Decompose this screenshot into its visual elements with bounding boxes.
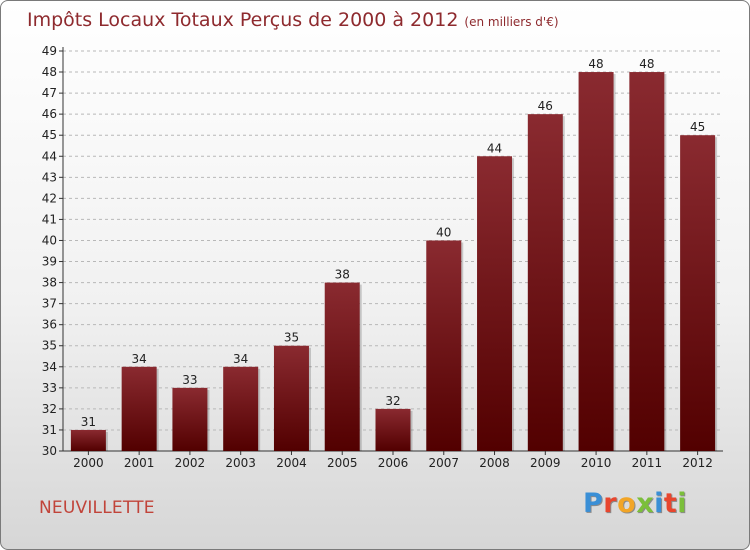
x-tick-label-2001: 2001 xyxy=(124,456,155,470)
proxiti-logo: Proxiti xyxy=(583,488,687,519)
axes xyxy=(62,47,723,452)
y-tick-label: 47 xyxy=(42,86,57,100)
bar-2002 xyxy=(172,387,208,451)
x-tick-label-2000: 2000 xyxy=(73,456,104,470)
y-tick-label: 49 xyxy=(42,44,57,58)
y-tick-label: 39 xyxy=(42,255,57,269)
brand-letter: i xyxy=(677,488,688,519)
y-tick-label: 43 xyxy=(42,170,57,184)
y-tick-label: 38 xyxy=(42,276,57,290)
y-tick-label: 45 xyxy=(42,128,57,142)
y-tick-label: 40 xyxy=(42,233,57,247)
data-label-2003: 34 xyxy=(233,352,248,366)
bar-2006 xyxy=(375,408,411,451)
y-tick-label: 42 xyxy=(42,191,57,205)
y-tick-label: 41 xyxy=(42,212,57,226)
y-tick-label: 46 xyxy=(42,107,57,121)
x-tick-label-2007: 2007 xyxy=(428,456,459,470)
bar-2000 xyxy=(70,429,106,451)
chart-unit: (en milliers d'€) xyxy=(464,15,559,29)
data-labels: 31 34 33 34 35 38 32 40 44 46 48 48 45 xyxy=(81,57,706,429)
x-tick-label-2003: 2003 xyxy=(225,456,256,470)
y-tick-label: 44 xyxy=(42,149,57,163)
location-label: NEUVILLETTE xyxy=(39,498,155,518)
y-tick-label: 33 xyxy=(42,381,57,395)
bar-2011 xyxy=(629,72,665,451)
data-label-2006: 32 xyxy=(385,394,400,408)
y-tick-label: 36 xyxy=(42,318,57,332)
x-tick-label-2006: 2006 xyxy=(378,456,409,470)
brand-letter: t xyxy=(663,488,678,519)
x-tick-label-2005: 2005 xyxy=(327,456,358,470)
x-tick-label-2008: 2008 xyxy=(479,456,510,470)
data-label-2009: 46 xyxy=(538,99,553,113)
data-label-2012: 45 xyxy=(690,120,705,134)
bar-2003 xyxy=(223,366,259,451)
y-tick-label: 34 xyxy=(42,360,57,374)
data-label-2002: 33 xyxy=(182,373,197,387)
bar-2008 xyxy=(477,156,513,451)
bar-2004 xyxy=(273,345,309,451)
y-axis-ticks: 30 31 32 33 34 35 36 37 38 39 40 41 42 43 44 45 46 47 48 49 xyxy=(42,44,63,458)
x-tick-label-2009: 2009 xyxy=(530,456,561,470)
data-label-2008: 44 xyxy=(487,141,502,155)
x-axis-ticks: 2000 2001 2002 2003 2004 2005 2006 2007 2008 2009… xyxy=(73,451,713,470)
y-tick-label: 48 xyxy=(42,65,57,79)
bar-2010 xyxy=(578,72,614,451)
y-tick-label: 37 xyxy=(42,297,57,311)
x-tick-label-2004: 2004 xyxy=(276,456,307,470)
bar-2005 xyxy=(324,282,360,451)
brand-letter: x xyxy=(636,488,655,519)
chart-title-text: Impôts Locaux Totaux Perçus de 2000 à 20… xyxy=(27,9,459,31)
bar-2009 xyxy=(527,114,563,451)
data-label-2005: 38 xyxy=(335,268,350,282)
data-label-2007: 40 xyxy=(436,225,451,239)
data-label-2010: 48 xyxy=(588,57,603,71)
brand-letter: P xyxy=(583,488,604,519)
data-label-2001: 34 xyxy=(132,352,147,366)
y-tick-label: 32 xyxy=(42,402,57,416)
bars xyxy=(70,72,718,452)
y-tick-label: 35 xyxy=(42,339,57,353)
data-label-2011: 48 xyxy=(639,57,654,71)
bar-2007 xyxy=(426,240,462,451)
data-label-2004: 35 xyxy=(284,331,299,345)
x-tick-label-2011: 2011 xyxy=(632,456,663,470)
brand-letter: i xyxy=(654,488,664,519)
y-tick-label: 31 xyxy=(42,423,57,437)
x-tick-label-2002: 2002 xyxy=(175,456,206,470)
x-tick-label-2012: 2012 xyxy=(682,456,713,470)
x-tick-label-2010: 2010 xyxy=(581,456,612,470)
bar-2012 xyxy=(680,135,716,452)
y-tick-label: 30 xyxy=(42,444,57,458)
data-label-2000: 31 xyxy=(81,415,96,429)
grid-lines xyxy=(63,50,723,431)
chart-title: Impôts Locaux Totaux Perçus de 2000 à 20… xyxy=(27,9,559,31)
brand-letter: r xyxy=(603,488,618,519)
bar-2001 xyxy=(121,366,157,451)
brand-letter: o xyxy=(617,488,637,519)
